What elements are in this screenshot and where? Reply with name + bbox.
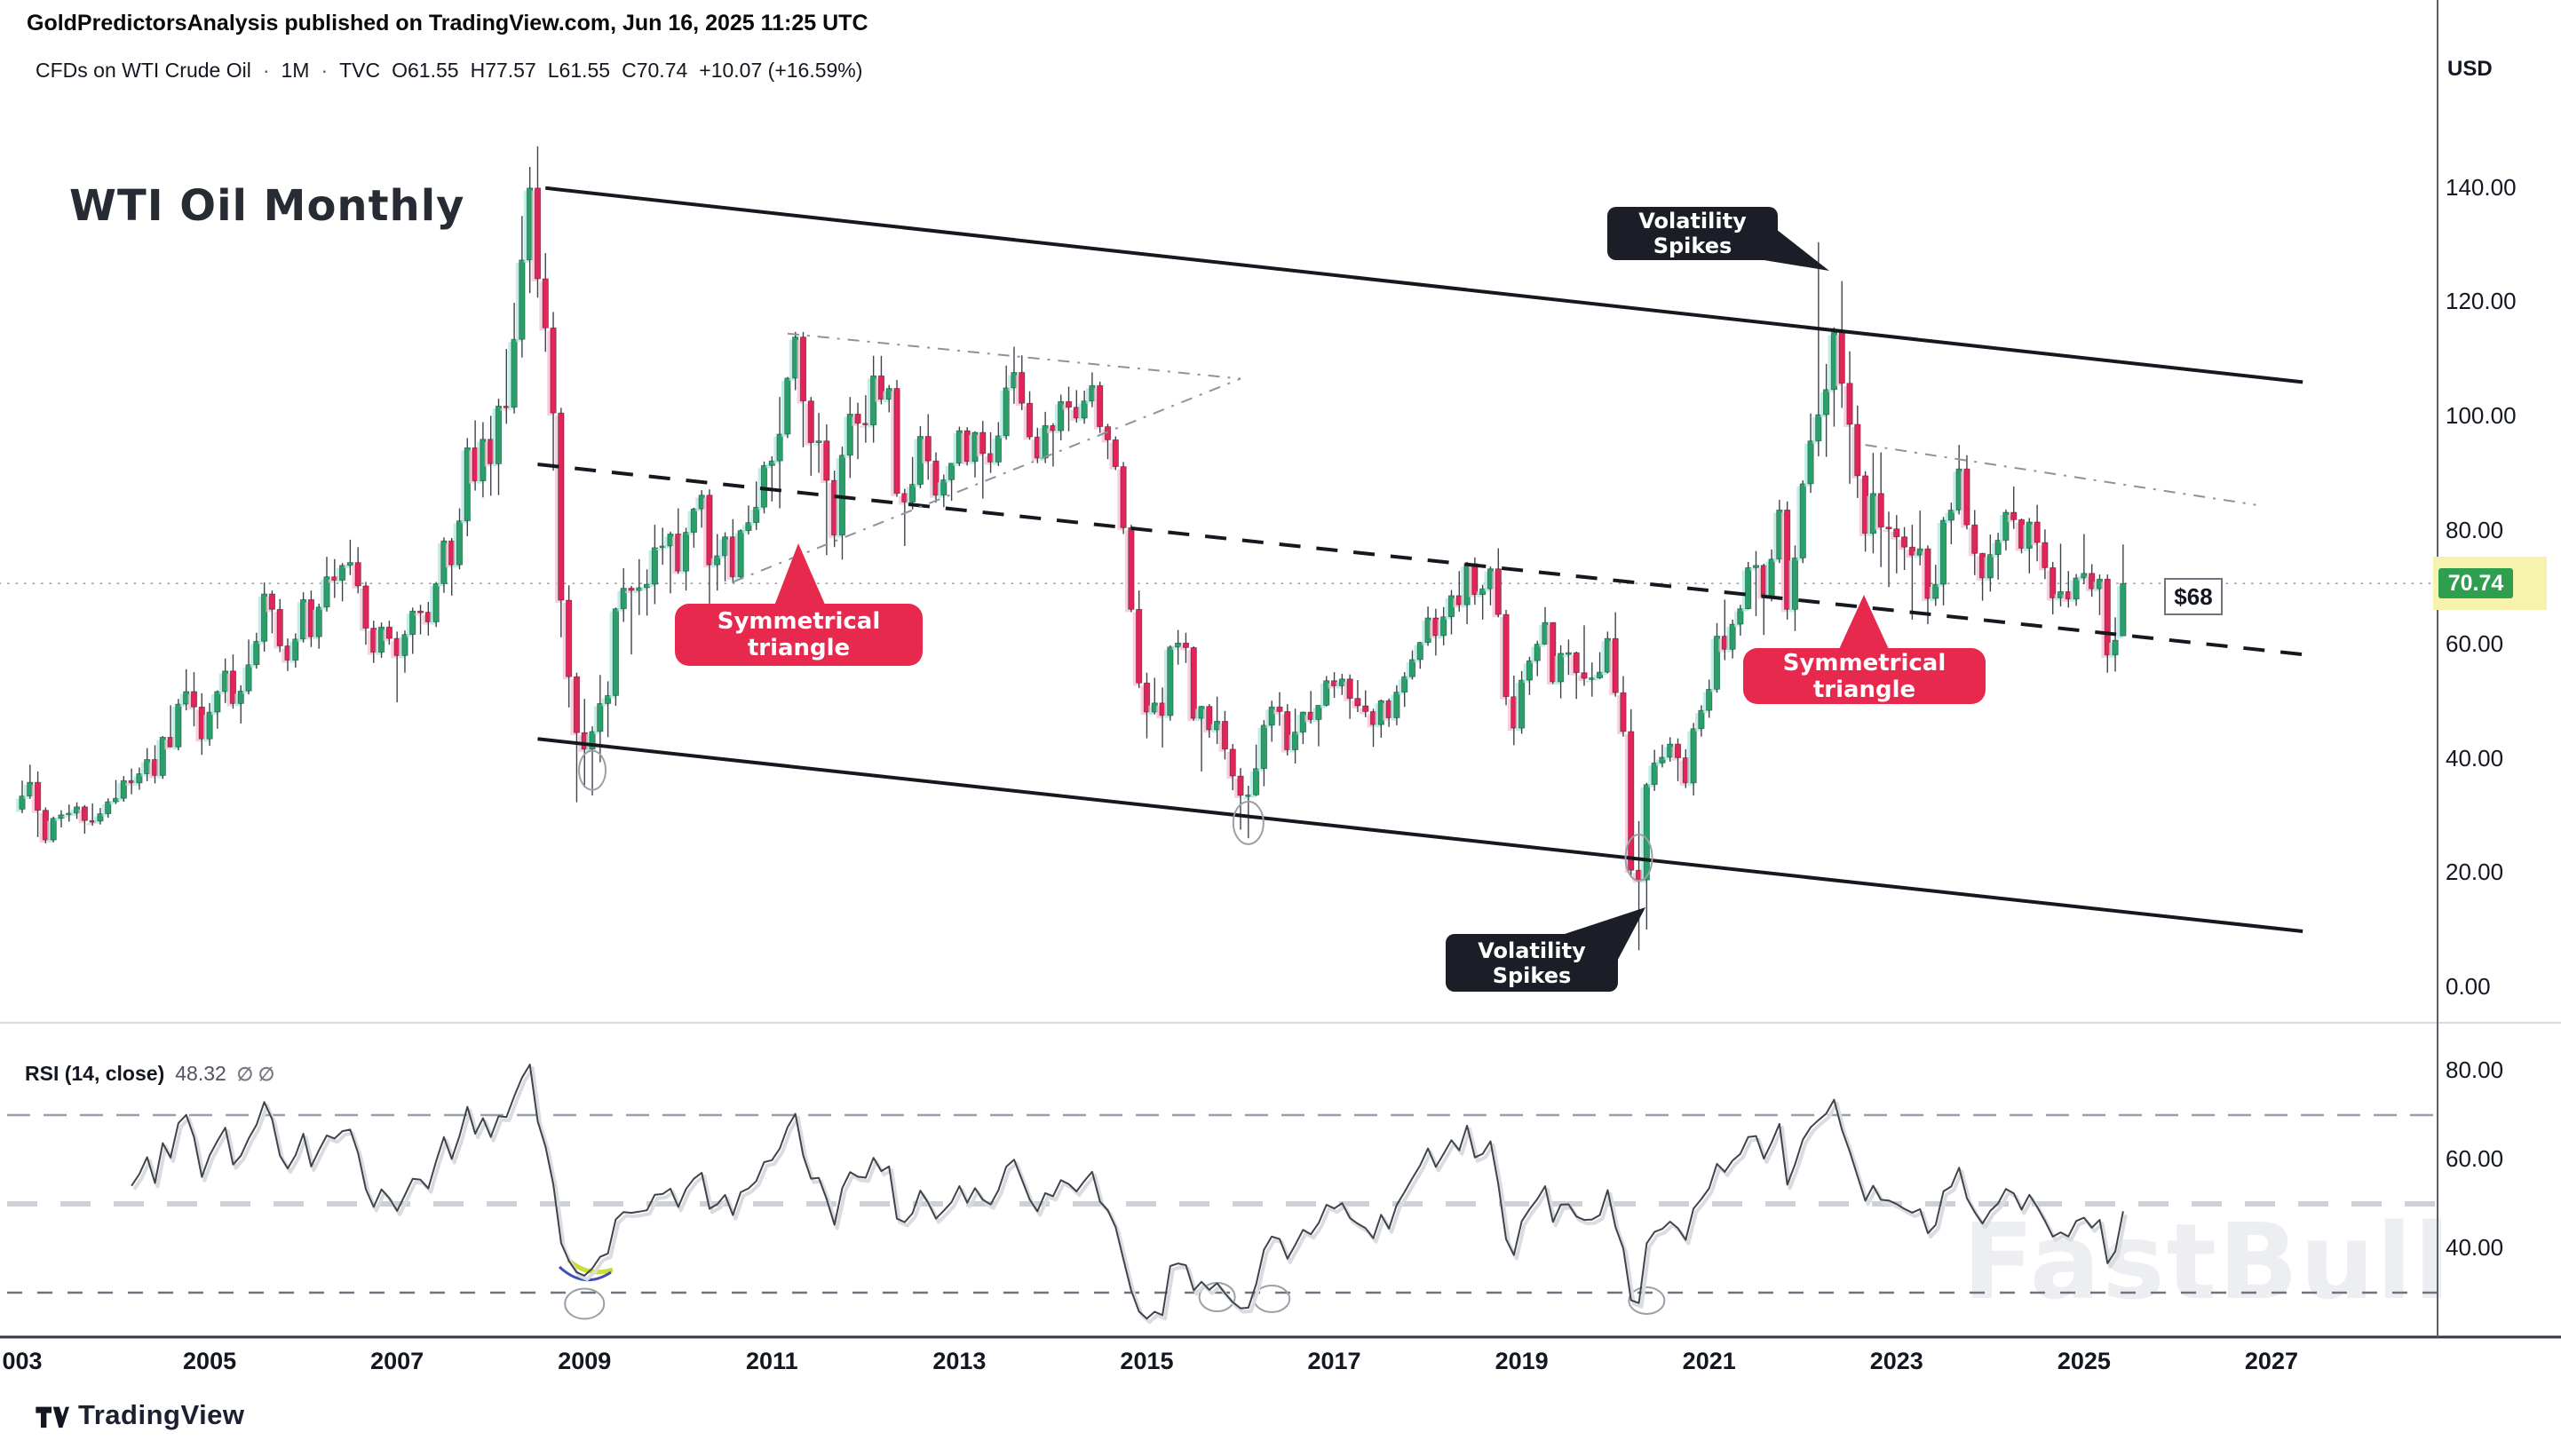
publisher-line: GoldPredictorsAnalysis published on Trad… — [27, 11, 868, 36]
volatility-spikes-callout-top[interactable]: Volatility Spikes — [1607, 207, 1778, 260]
time-tick: 2025 — [2057, 1348, 2111, 1374]
price-tick: 80.00 — [2446, 516, 2504, 543]
price-tick: 20.00 — [2446, 859, 2504, 886]
volatility-spikes-callout-bottom[interactable]: Volatility Spikes — [1446, 934, 1618, 992]
high-value: H77.57 — [470, 59, 536, 82]
time-tick: 2005 — [183, 1348, 237, 1374]
time-tick: 2015 — [1120, 1348, 1174, 1374]
time-tick: 2007 — [370, 1348, 424, 1374]
tradingview-logo[interactable]: TradingView — [34, 1397, 245, 1433]
open-value: O61.55 — [392, 59, 459, 82]
rsi-tick: 40.00 — [2446, 1234, 2504, 1261]
interval-label[interactable]: 1M — [281, 59, 310, 82]
symbol-name[interactable]: CFDs on WTI Crude Oil — [36, 59, 251, 82]
rsi-tick: 60.00 — [2446, 1145, 2504, 1172]
tradingview-logo-text: TradingView — [78, 1399, 245, 1430]
time-tick: 2011 — [746, 1348, 798, 1374]
symbol-info-row: CFDs on WTI Crude Oil · 1M · TVC O61.55 … — [36, 59, 862, 83]
time-tick: 2017 — [1307, 1348, 1361, 1374]
rsi-label: RSI (14, close) — [25, 1062, 165, 1085]
rsi-tick: 80.00 — [2446, 1056, 2504, 1083]
separator-dot: · — [321, 59, 329, 82]
low-value: L61.55 — [547, 59, 611, 82]
time-tick: 2019 — [1495, 1348, 1549, 1374]
rsi-value: 48.32 — [175, 1062, 226, 1085]
price-tick: 60.00 — [2446, 630, 2504, 658]
time-tick: 2021 — [1682, 1348, 1736, 1374]
time-tick: 003 — [2, 1348, 43, 1374]
last-price-badge: 70.74 — [2438, 568, 2513, 598]
currency-label: USD — [2447, 57, 2493, 81]
tradingview-icon — [36, 1406, 69, 1428]
price-tick: 0.00 — [2446, 973, 2491, 1000]
time-tick: 2009 — [558, 1348, 612, 1374]
rsi-hidden-values-icon: ∅ ∅ — [236, 1064, 275, 1085]
price-level-label[interactable]: $68 — [2164, 578, 2223, 615]
price-tick: 100.00 — [2446, 402, 2517, 429]
close-value: C70.74 — [622, 59, 688, 82]
symmetrical-triangle-callout-right[interactable]: Symmetrical triangle — [1743, 648, 1986, 704]
change-value: +10.07 (+16.59%) — [699, 59, 863, 82]
time-tick: 2023 — [1869, 1348, 1923, 1374]
symmetrical-triangle-callout-left[interactable]: Symmetrical triangle — [675, 604, 923, 666]
time-tick: 2013 — [932, 1348, 987, 1374]
chart-title: WTI Oil Monthly — [69, 181, 465, 231]
exchange-label[interactable]: TVC — [339, 59, 381, 82]
time-tick: 2027 — [2244, 1348, 2298, 1374]
price-tick: 140.00 — [2446, 173, 2517, 201]
separator-dot: · — [262, 59, 270, 82]
price-tick: 40.00 — [2446, 744, 2504, 772]
rsi-indicator-label[interactable]: RSI (14, close) 48.32 ∅ ∅ — [25, 1062, 274, 1086]
price-tick: 120.00 — [2446, 288, 2517, 315]
